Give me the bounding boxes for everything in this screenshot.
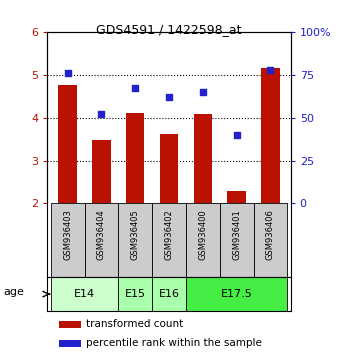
FancyBboxPatch shape xyxy=(118,204,152,277)
FancyBboxPatch shape xyxy=(152,277,186,311)
Text: E14: E14 xyxy=(74,289,95,299)
Bar xyxy=(59,321,81,328)
Point xyxy=(65,70,70,76)
Point xyxy=(166,94,172,100)
Text: GSM936405: GSM936405 xyxy=(131,209,140,260)
FancyBboxPatch shape xyxy=(220,204,254,277)
Point xyxy=(268,67,273,73)
Point xyxy=(200,89,206,95)
FancyBboxPatch shape xyxy=(118,277,152,311)
Text: GDS4591 / 1422598_at: GDS4591 / 1422598_at xyxy=(96,23,242,36)
Text: E16: E16 xyxy=(159,289,179,299)
Point xyxy=(234,132,239,138)
Bar xyxy=(92,141,111,204)
Text: E17.5: E17.5 xyxy=(221,289,252,299)
Text: GSM936400: GSM936400 xyxy=(198,209,207,260)
Text: E15: E15 xyxy=(125,289,146,299)
Text: percentile rank within the sample: percentile rank within the sample xyxy=(86,338,262,348)
Text: GSM936401: GSM936401 xyxy=(232,209,241,260)
Bar xyxy=(160,133,178,204)
FancyBboxPatch shape xyxy=(84,204,118,277)
Bar xyxy=(227,192,246,204)
Bar xyxy=(58,85,77,204)
FancyBboxPatch shape xyxy=(186,204,220,277)
Bar xyxy=(261,68,280,204)
Bar xyxy=(193,114,212,204)
Point xyxy=(132,86,138,91)
Point xyxy=(99,112,104,117)
Bar xyxy=(126,113,145,204)
FancyBboxPatch shape xyxy=(254,204,287,277)
FancyBboxPatch shape xyxy=(186,277,287,311)
FancyBboxPatch shape xyxy=(51,204,84,277)
Text: GSM936404: GSM936404 xyxy=(97,209,106,260)
Text: transformed count: transformed count xyxy=(86,319,183,329)
FancyBboxPatch shape xyxy=(51,277,118,311)
FancyBboxPatch shape xyxy=(152,204,186,277)
Text: GSM936402: GSM936402 xyxy=(165,209,173,260)
Text: GSM936403: GSM936403 xyxy=(63,209,72,260)
Text: age: age xyxy=(3,287,24,297)
Text: GSM936406: GSM936406 xyxy=(266,209,275,260)
Bar xyxy=(59,340,81,347)
